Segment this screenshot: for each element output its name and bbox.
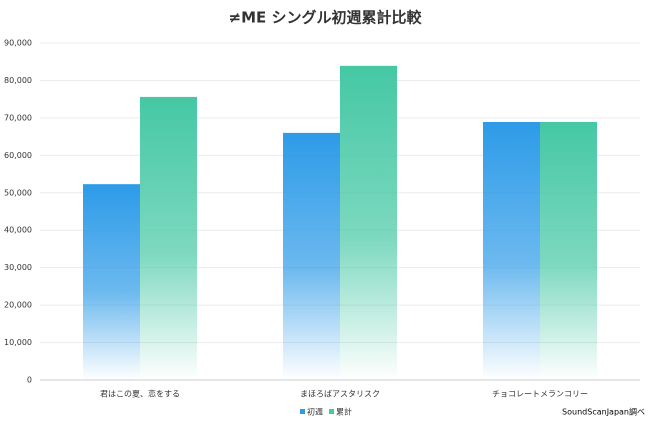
y-tick-label: 70,000: [4, 113, 32, 122]
x-tick-label: 君はこの夏、恋をする: [100, 389, 180, 399]
y-tick-label: 0: [27, 376, 32, 385]
legend-swatch: [300, 409, 305, 414]
y-tick-label: 10,000: [4, 338, 32, 347]
x-tick-label: まほろばアスタリスク: [300, 390, 380, 399]
y-tick-label: 50,000: [4, 188, 32, 197]
bar: [340, 65, 397, 380]
bar: [540, 122, 597, 380]
y-tick-label: 60,000: [4, 151, 32, 160]
x-tick-label: チョコレートメランコリー: [492, 390, 588, 399]
legend-label: 初週: [307, 407, 323, 417]
bar: [140, 96, 197, 381]
bar: [483, 122, 540, 380]
y-tick-label: 30,000: [4, 263, 32, 272]
bar: [83, 184, 140, 380]
legend-label: 累計: [336, 407, 352, 417]
source-note: SoundScanJapan調べ: [562, 407, 645, 417]
y-tick-label: 40,000: [4, 226, 32, 235]
bar: [283, 132, 340, 380]
legend-swatch: [329, 409, 334, 414]
y-tick-label: 90,000: [4, 39, 32, 48]
y-tick-label: 20,000: [4, 301, 32, 310]
y-tick-label: 80,000: [4, 76, 32, 85]
chart-title: ≠ME シングル初週累計比較: [229, 9, 423, 27]
